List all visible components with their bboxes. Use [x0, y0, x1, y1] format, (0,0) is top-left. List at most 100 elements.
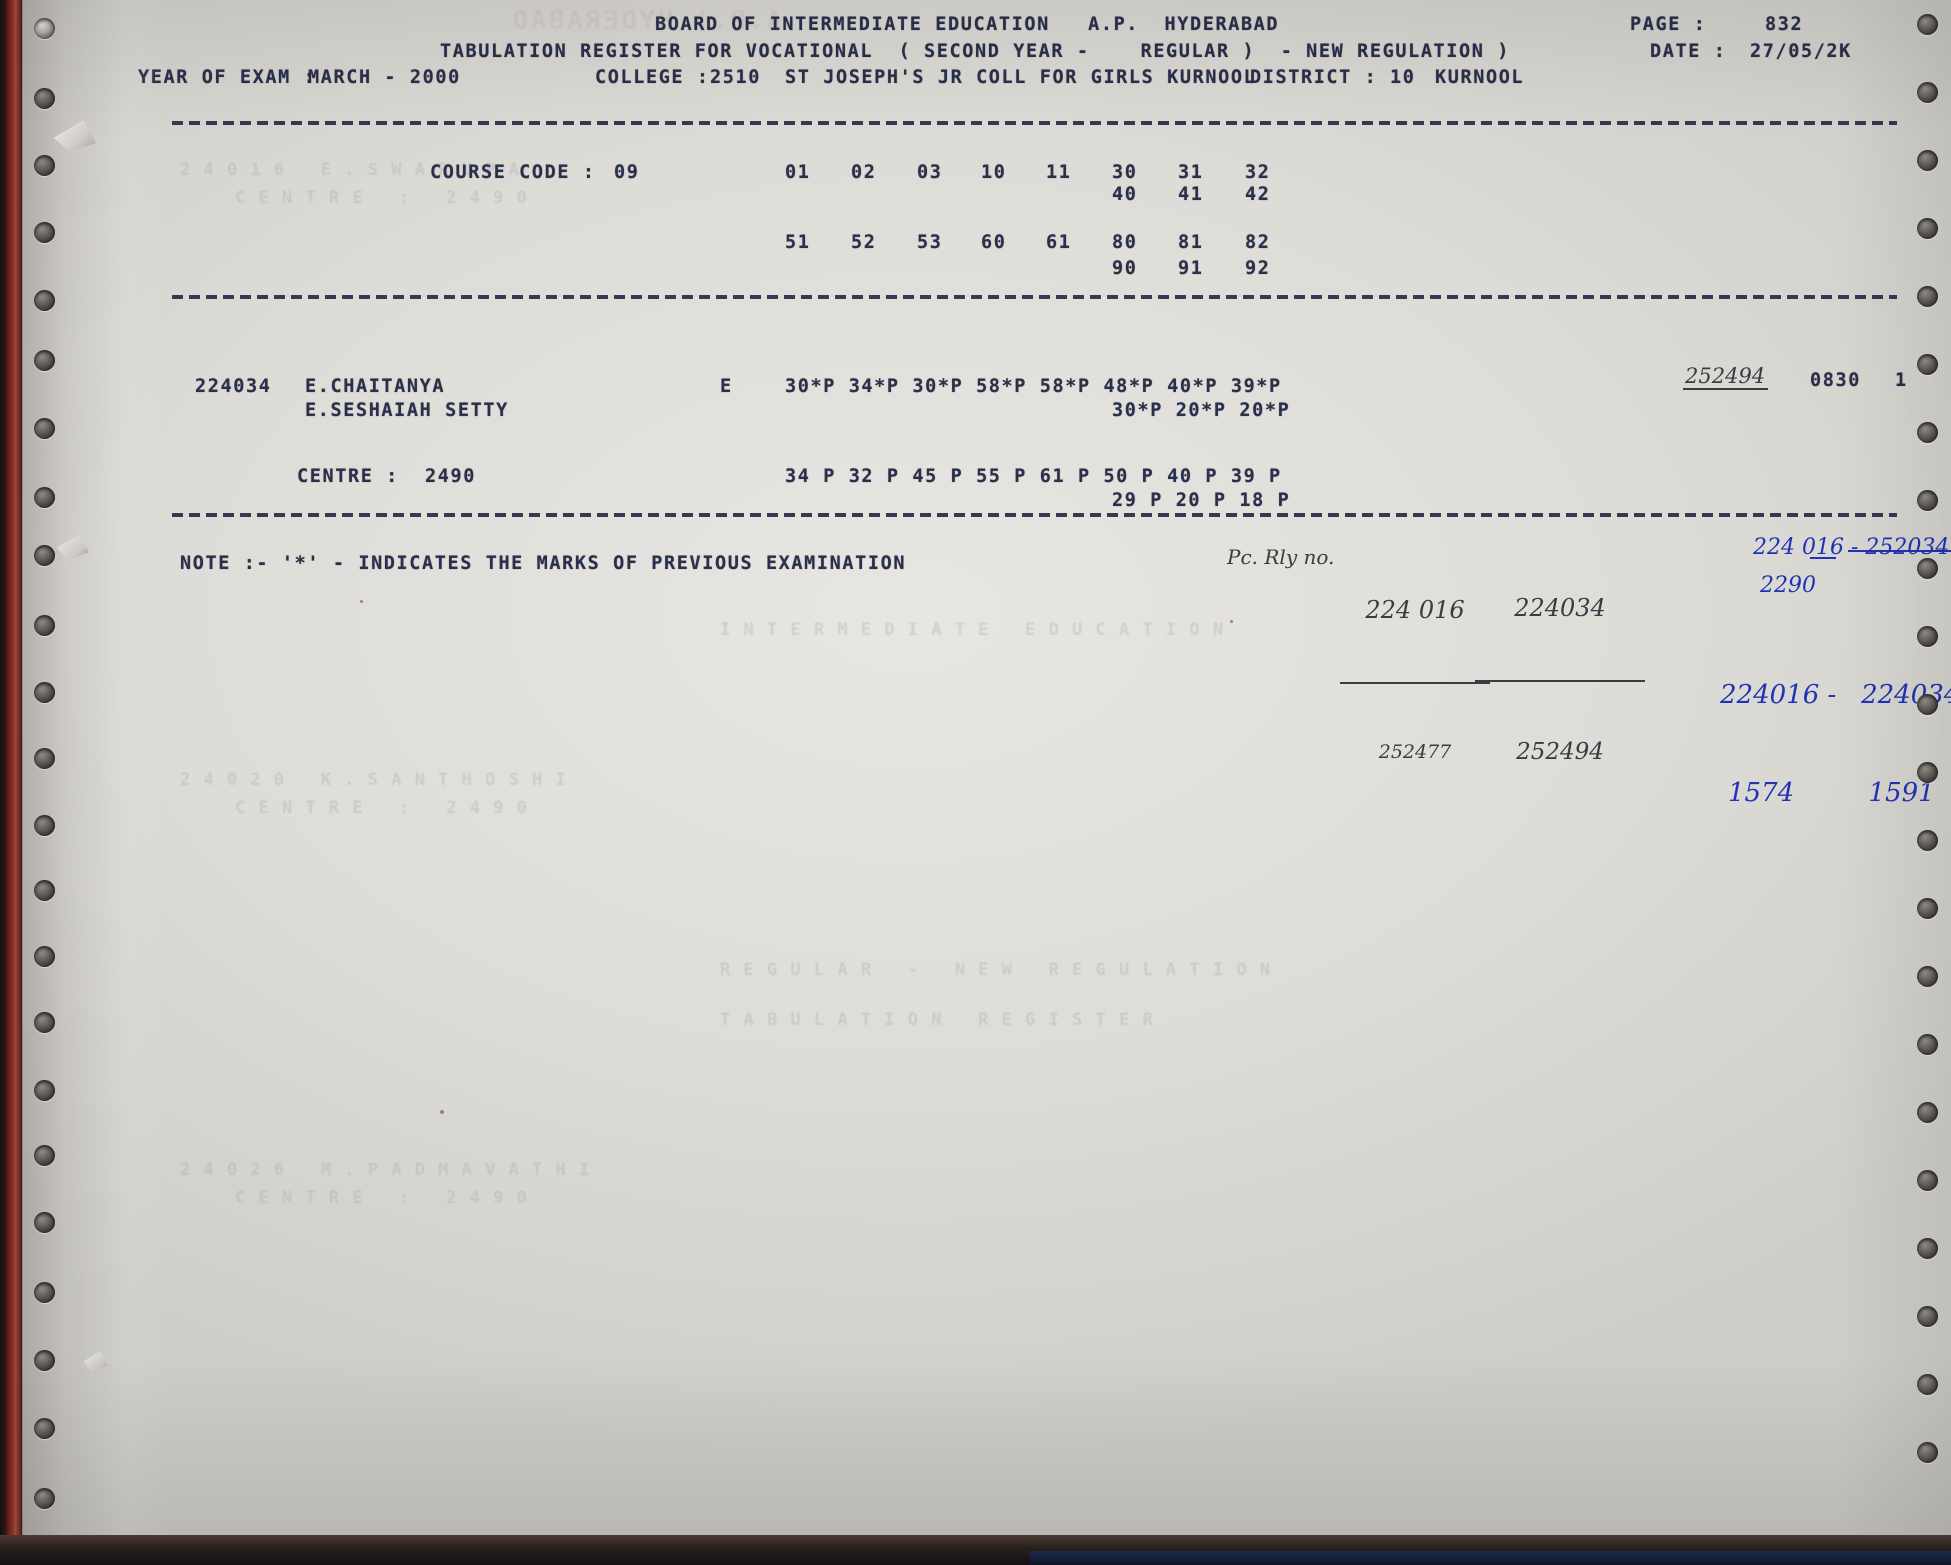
subject-code: 60: [981, 232, 1007, 253]
feed-hole: [34, 88, 55, 109]
annotation-pencil-fraction-2: 224034 252494: [1475, 538, 1645, 821]
college-name: ST JOSEPH'S JR COLL FOR GIRLS KURNOOL: [785, 67, 1257, 88]
feed-hole: [34, 545, 55, 566]
annotation-pencil-label: Pc. Rly no.: [1227, 545, 1335, 569]
continuous-form-paper: A.P.) HYDERABAD 2 4 0 1 6 E . S W A R U …: [20, 0, 1951, 1537]
feed-hole: [1917, 422, 1938, 443]
annotation-blue-fraction: 224016 - 224034 1574 1591: [1720, 620, 1951, 868]
feed-hole: [1917, 218, 1938, 239]
register-title: TABULATION REGISTER FOR VOCATIONAL ( SEC…: [440, 41, 1510, 62]
printed-text-layer: BOARD OF INTERMEDIATE EDUCATION A.P. HYD…: [20, 0, 1951, 1537]
feed-hole: [1917, 490, 1938, 511]
annotation-numerator: 224016 - 224034: [1720, 680, 1951, 710]
page-label: PAGE :: [1630, 14, 1707, 35]
subject-code: 42: [1245, 184, 1271, 205]
annotation-scribble: [1810, 557, 1836, 559]
feed-hole: [34, 1488, 55, 1509]
subject-code: 52: [851, 232, 877, 253]
student-name-line-2: E.SESHAIAH SETTY: [305, 400, 509, 421]
college-label: COLLEGE :: [595, 67, 710, 88]
student-total-marks: 0830: [1810, 370, 1861, 391]
feed-hole: [1917, 1442, 1938, 1463]
feed-hole: [34, 815, 55, 836]
fraction-bar: [1340, 682, 1490, 684]
feed-hole: [1917, 1102, 1938, 1123]
board-title: BOARD OF INTERMEDIATE EDUCATION A.P. HYD…: [655, 14, 1280, 35]
student-marks-row-2: 30*P 20*P 20*P: [1112, 400, 1291, 421]
subject-code: 53: [917, 232, 943, 253]
college-code: 2510: [710, 67, 761, 88]
subject-code: 03: [917, 162, 943, 183]
district-code: 10: [1390, 67, 1416, 88]
feed-hole: [34, 418, 55, 439]
note-text: NOTE :- '*' - INDICATES THE MARKS OF PRE…: [180, 553, 907, 574]
feed-hole: [34, 946, 55, 967]
subject-code: 32: [1245, 162, 1271, 183]
feed-hole: [1917, 354, 1938, 375]
subject-code: 01: [785, 162, 811, 183]
annotation-blue-line-1: 224 016 - 252034: [1753, 535, 1950, 560]
annotation-strikethrough: [1848, 550, 1951, 552]
desk-edge-accent: [1030, 1551, 1951, 1565]
annotation-denominator: 252477: [1378, 741, 1452, 763]
feed-hole: [34, 1350, 55, 1371]
student-result-code: 1: [1895, 370, 1908, 391]
annotation-denominator: 252494: [1516, 739, 1604, 765]
page-number: 832: [1765, 14, 1804, 35]
separator-rule-middle: [172, 295, 1897, 299]
feed-hole: [34, 222, 55, 243]
subject-code: 90: [1112, 258, 1138, 279]
student-marks-row-1: 30*P 34*P 30*P 58*P 58*P 48*P 40*P 39*P: [785, 376, 1282, 397]
subject-code: 40: [1112, 184, 1138, 205]
subject-code: 10: [981, 162, 1007, 183]
date-value: 27/05/2K: [1750, 41, 1852, 62]
course-code-value: 09: [614, 162, 640, 183]
scan-speck: [440, 1110, 444, 1114]
feed-hole: [34, 1080, 55, 1101]
fraction-bar: [1475, 680, 1645, 682]
subject-code: 80: [1112, 232, 1138, 253]
student-roll-no: 224034: [195, 376, 272, 397]
student-name-line-1: E.CHAITANYA: [305, 376, 446, 397]
centre-marks-row-1: 34 P 32 P 45 P 55 P 61 P 50 P 40 P 39 P: [785, 466, 1282, 487]
subject-code: 61: [1046, 232, 1072, 253]
feed-hole: [34, 615, 55, 636]
annotation-pencil-fraction-1: 224 016 252477: [1340, 540, 1490, 819]
feed-hole: [34, 1418, 55, 1439]
subject-code: 92: [1245, 258, 1271, 279]
feed-hole: [1917, 1170, 1938, 1191]
annotation-denominator: 1574 1591: [1728, 778, 1935, 808]
separator-rule-bottom: [172, 513, 1897, 517]
feed-hole: [34, 155, 55, 176]
feed-holes-right: [1907, 0, 1947, 1537]
feed-hole: [34, 880, 55, 901]
feed-hole: [34, 18, 55, 39]
subject-code: 81: [1178, 232, 1204, 253]
student-handwritten-ref: 252494: [1685, 364, 1766, 388]
centre-label: CENTRE :: [297, 466, 399, 487]
student-medium: E: [720, 376, 733, 397]
centre-marks-row-2: 29 P 20 P 18 P: [1112, 490, 1291, 511]
subject-code: 30: [1112, 162, 1138, 183]
scan-speck: [360, 600, 363, 603]
subject-code: 82: [1245, 232, 1271, 253]
spine-highlight: [14, 0, 23, 1565]
district-label: DISTRICT :: [1250, 67, 1378, 88]
feed-hole: [34, 290, 55, 311]
scan-speck: [1230, 620, 1233, 623]
feed-hole: [34, 1012, 55, 1033]
annotation-numerator: 224 016: [1365, 596, 1465, 624]
feed-hole: [1917, 626, 1938, 647]
feed-hole: [34, 1212, 55, 1233]
separator-rule-top: [172, 121, 1897, 125]
subject-code: 11: [1046, 162, 1072, 183]
feed-hole: [1917, 1306, 1938, 1327]
course-code-label: COURSE CODE :: [430, 162, 596, 183]
date-label: DATE :: [1650, 41, 1727, 62]
book-spine: [0, 0, 23, 1565]
feed-hole: [1917, 286, 1938, 307]
feed-hole: [1917, 14, 1938, 35]
year-of-exam-value: MARCH - 2000: [308, 67, 461, 88]
desk-edge: [0, 1535, 1951, 1565]
